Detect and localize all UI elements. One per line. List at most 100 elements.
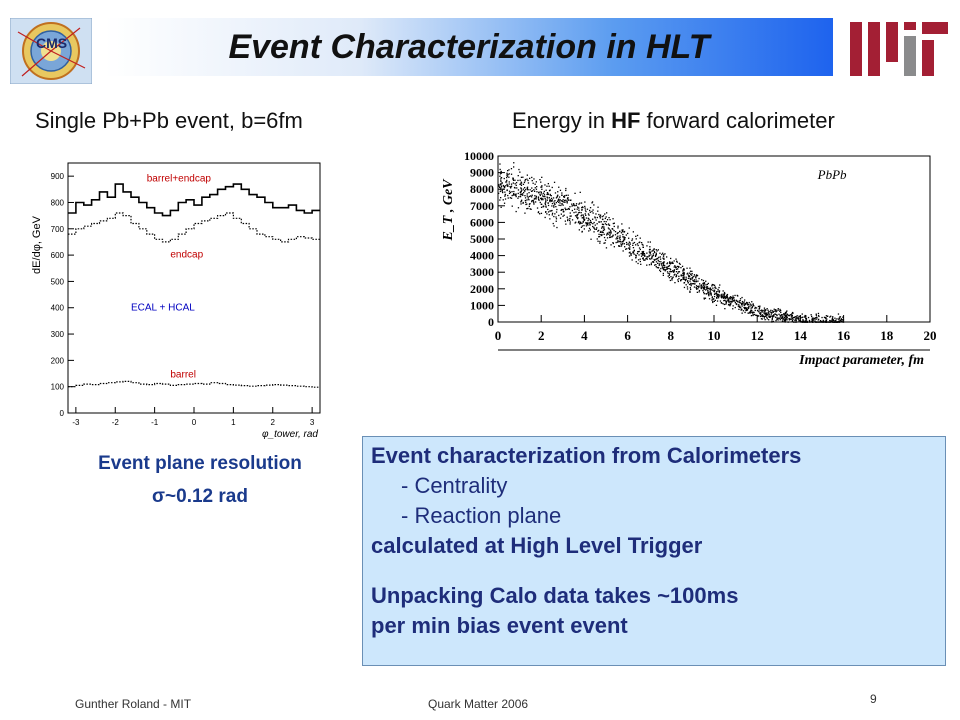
data-point bbox=[500, 197, 502, 199]
data-point bbox=[732, 295, 734, 297]
data-point bbox=[566, 216, 568, 218]
data-point bbox=[565, 187, 567, 190]
hf-energy-scatter-chart: 0 1000 2000 3000 4000 5000 6000 7000 8000 9000 100… bbox=[440, 149, 940, 375]
data-point bbox=[646, 245, 648, 247]
data-point bbox=[543, 194, 546, 196]
data-point bbox=[761, 309, 763, 311]
data-point bbox=[718, 295, 720, 298]
data-point bbox=[622, 233, 624, 236]
data-point bbox=[632, 231, 634, 233]
data-point bbox=[640, 263, 642, 265]
data-point bbox=[736, 294, 738, 297]
data-point bbox=[579, 191, 581, 193]
data-point bbox=[755, 307, 758, 309]
data-point bbox=[776, 318, 778, 320]
data-point bbox=[593, 227, 595, 229]
data-point bbox=[598, 235, 601, 238]
data-point bbox=[549, 198, 551, 201]
data-point bbox=[621, 230, 623, 232]
data-point bbox=[695, 279, 697, 281]
data-point bbox=[582, 206, 584, 209]
y-tick-label: 0 bbox=[60, 409, 65, 418]
data-point bbox=[628, 252, 630, 254]
data-point bbox=[786, 319, 788, 321]
data-point bbox=[540, 206, 543, 208]
data-point bbox=[578, 220, 580, 223]
data-point bbox=[550, 199, 552, 202]
data-point bbox=[668, 277, 670, 279]
data-point bbox=[540, 197, 542, 200]
data-point bbox=[734, 300, 736, 302]
data-point bbox=[801, 321, 804, 323]
data-point bbox=[792, 316, 795, 319]
data-point bbox=[761, 314, 764, 316]
data-point bbox=[710, 293, 712, 295]
data-point bbox=[748, 306, 750, 308]
data-point bbox=[533, 203, 535, 205]
data-point bbox=[646, 258, 648, 260]
data-point bbox=[745, 307, 747, 309]
energy-vs-phi-chart: 0 100 200 300 400 500 600 700 800 900 -3 -2 -1 0 1 2 3 dE… bbox=[30, 155, 330, 445]
data-point bbox=[632, 242, 634, 244]
data-point bbox=[499, 173, 502, 175]
data-point bbox=[604, 217, 606, 220]
data-point bbox=[603, 227, 605, 229]
data-point bbox=[650, 263, 652, 266]
data-point bbox=[567, 197, 569, 199]
data-point bbox=[811, 320, 813, 322]
data-point bbox=[600, 221, 602, 223]
data-point bbox=[616, 232, 619, 234]
data-point bbox=[766, 318, 768, 320]
data-point bbox=[779, 315, 781, 317]
data-point bbox=[669, 269, 672, 271]
data-point bbox=[786, 316, 788, 318]
data-point bbox=[695, 286, 697, 289]
data-point bbox=[524, 190, 526, 192]
data-point bbox=[500, 177, 502, 179]
data-point bbox=[669, 268, 671, 270]
data-point bbox=[758, 308, 760, 310]
data-point bbox=[586, 208, 589, 210]
data-point bbox=[584, 207, 586, 209]
data-point bbox=[524, 195, 526, 197]
data-point bbox=[500, 206, 502, 208]
data-point bbox=[635, 238, 637, 240]
data-point bbox=[645, 257, 648, 259]
data-point bbox=[524, 199, 526, 202]
data-point bbox=[801, 317, 803, 319]
data-point bbox=[780, 314, 782, 316]
x-tick-label: 20 bbox=[924, 328, 937, 343]
data-point bbox=[727, 300, 729, 302]
data-point bbox=[515, 194, 517, 197]
data-point bbox=[596, 216, 598, 219]
data-point bbox=[540, 203, 542, 205]
data-point bbox=[659, 252, 661, 254]
data-point bbox=[560, 209, 562, 211]
x-axis-label: φ_tower, rad bbox=[262, 429, 318, 440]
data-point bbox=[653, 251, 655, 253]
data-point bbox=[717, 295, 719, 297]
data-point bbox=[510, 185, 513, 187]
y-tick-label: 1000 bbox=[470, 298, 494, 312]
data-point bbox=[499, 186, 501, 188]
data-point bbox=[744, 311, 746, 314]
data-point bbox=[741, 312, 743, 314]
data-point bbox=[764, 319, 766, 321]
data-point bbox=[642, 246, 644, 248]
data-point bbox=[542, 199, 544, 201]
data-point bbox=[672, 262, 674, 264]
data-point bbox=[608, 228, 610, 230]
data-point bbox=[775, 309, 777, 312]
data-point bbox=[777, 319, 779, 321]
data-point bbox=[555, 218, 558, 220]
data-point bbox=[587, 217, 589, 219]
data-point bbox=[683, 271, 685, 274]
data-point bbox=[842, 321, 844, 323]
data-point bbox=[802, 319, 804, 321]
data-point bbox=[671, 261, 673, 263]
x-axis-label: Impact parameter, fm bbox=[798, 353, 924, 368]
data-point bbox=[547, 183, 549, 185]
data-point bbox=[770, 313, 772, 315]
data-point bbox=[617, 240, 619, 242]
data-point bbox=[604, 239, 607, 241]
